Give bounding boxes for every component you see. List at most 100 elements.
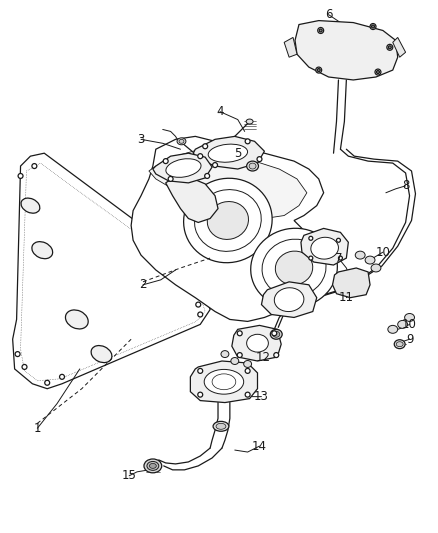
Ellipse shape (371, 25, 374, 28)
Ellipse shape (245, 368, 250, 374)
Ellipse shape (198, 368, 203, 374)
Ellipse shape (388, 325, 398, 333)
Ellipse shape (276, 251, 313, 285)
Text: 4: 4 (216, 105, 224, 118)
Ellipse shape (309, 256, 313, 260)
Ellipse shape (311, 237, 339, 259)
Ellipse shape (375, 69, 381, 75)
Ellipse shape (318, 28, 324, 34)
Polygon shape (193, 136, 265, 169)
Text: 9: 9 (406, 333, 413, 346)
Ellipse shape (246, 119, 253, 124)
Ellipse shape (166, 159, 201, 177)
Ellipse shape (251, 228, 337, 308)
Ellipse shape (203, 144, 208, 149)
Ellipse shape (309, 236, 313, 240)
Ellipse shape (149, 463, 156, 469)
Text: 10: 10 (375, 246, 390, 259)
Ellipse shape (32, 164, 37, 168)
Polygon shape (295, 21, 398, 80)
Ellipse shape (204, 369, 244, 394)
Text: 7: 7 (335, 252, 342, 264)
Ellipse shape (194, 190, 261, 252)
Ellipse shape (21, 198, 40, 213)
Ellipse shape (396, 342, 403, 346)
Polygon shape (191, 361, 258, 402)
Polygon shape (153, 153, 212, 183)
Ellipse shape (208, 144, 247, 162)
Ellipse shape (231, 358, 239, 365)
Ellipse shape (237, 331, 242, 336)
Ellipse shape (216, 423, 226, 429)
Polygon shape (166, 179, 218, 222)
Ellipse shape (198, 392, 203, 397)
Ellipse shape (180, 270, 185, 274)
Ellipse shape (168, 176, 173, 181)
Ellipse shape (371, 264, 381, 272)
Ellipse shape (245, 139, 250, 144)
Ellipse shape (32, 241, 53, 259)
Polygon shape (332, 268, 370, 297)
Text: 10: 10 (402, 318, 417, 331)
Text: 15: 15 (122, 469, 137, 482)
Ellipse shape (198, 312, 203, 317)
Text: 13: 13 (254, 390, 269, 403)
Ellipse shape (184, 178, 272, 263)
Ellipse shape (394, 340, 405, 349)
Ellipse shape (18, 173, 23, 179)
Ellipse shape (205, 173, 210, 179)
Ellipse shape (377, 70, 379, 74)
Polygon shape (261, 282, 317, 318)
Ellipse shape (179, 139, 184, 143)
Ellipse shape (170, 263, 175, 268)
Text: 11: 11 (339, 291, 354, 304)
Text: 2: 2 (139, 278, 147, 292)
Ellipse shape (336, 238, 340, 243)
Polygon shape (393, 37, 406, 57)
Ellipse shape (257, 157, 262, 161)
Polygon shape (149, 149, 307, 219)
Ellipse shape (319, 29, 322, 32)
Ellipse shape (212, 374, 236, 390)
Ellipse shape (398, 320, 408, 328)
Ellipse shape (91, 345, 112, 362)
Ellipse shape (60, 374, 64, 379)
Polygon shape (284, 37, 297, 57)
Ellipse shape (272, 331, 277, 336)
Ellipse shape (247, 334, 268, 352)
Ellipse shape (387, 44, 393, 50)
Text: 3: 3 (138, 133, 145, 146)
Ellipse shape (249, 163, 256, 169)
Ellipse shape (339, 256, 343, 260)
Polygon shape (232, 325, 281, 361)
Ellipse shape (370, 23, 376, 29)
Ellipse shape (245, 392, 250, 397)
Ellipse shape (274, 353, 279, 358)
Ellipse shape (273, 332, 280, 337)
Polygon shape (131, 136, 324, 321)
Ellipse shape (196, 302, 201, 307)
Ellipse shape (237, 353, 242, 358)
Ellipse shape (147, 462, 159, 470)
Ellipse shape (65, 310, 88, 329)
Ellipse shape (317, 69, 320, 71)
Ellipse shape (355, 251, 365, 259)
Text: 14: 14 (252, 440, 267, 453)
Ellipse shape (213, 422, 229, 431)
Ellipse shape (274, 288, 304, 312)
Ellipse shape (45, 381, 49, 385)
Ellipse shape (389, 46, 391, 49)
Text: 1: 1 (34, 422, 41, 435)
Ellipse shape (177, 138, 186, 145)
Ellipse shape (247, 161, 258, 171)
Ellipse shape (262, 239, 326, 297)
Ellipse shape (22, 365, 27, 369)
Polygon shape (301, 229, 348, 265)
Text: 5: 5 (234, 147, 241, 160)
Ellipse shape (316, 67, 321, 73)
Text: 12: 12 (256, 351, 271, 364)
Ellipse shape (405, 313, 414, 321)
Ellipse shape (212, 163, 218, 167)
Ellipse shape (198, 154, 203, 159)
Ellipse shape (244, 360, 251, 367)
